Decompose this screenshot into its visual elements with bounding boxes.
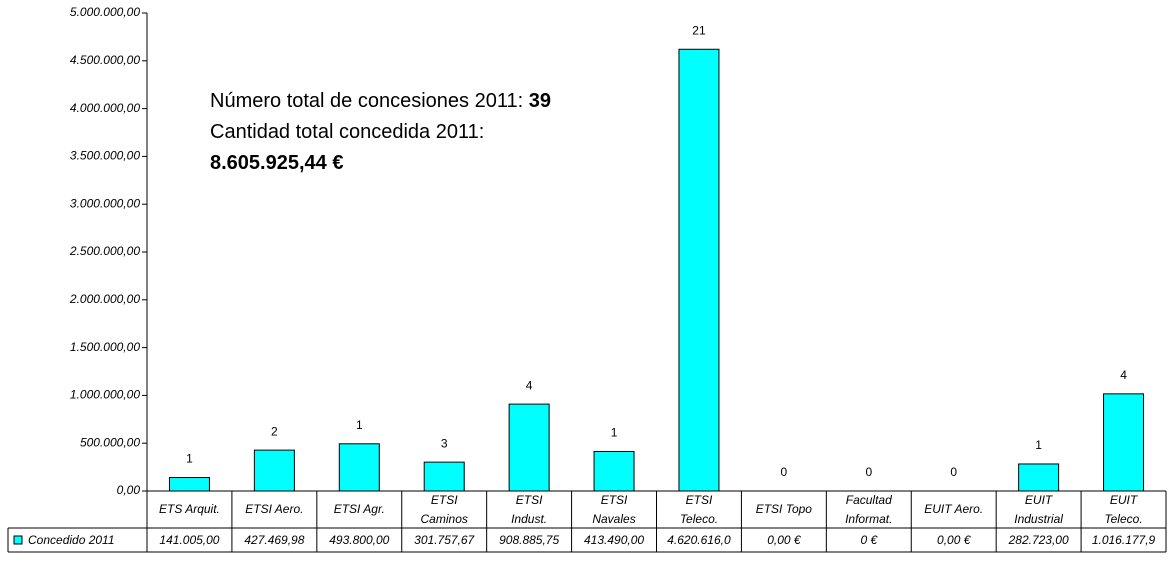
bar-label: 0 (781, 465, 788, 479)
x-tick-label: ETSI Aero. (245, 502, 304, 516)
annotation-total: 8.605.925,44 € (210, 152, 344, 174)
table-value: 141.005,00 (159, 533, 219, 547)
bar-label: 21 (692, 23, 706, 37)
annotation-text: Cantidad total concedida 2011: (210, 121, 485, 143)
bar-label: 1 (356, 418, 363, 432)
x-tick-label: EUIT Teleco. (1104, 492, 1143, 526)
x-tick-label: ETSI Indust. (511, 492, 548, 526)
x-tick-label: ETS Arquit. (158, 502, 220, 516)
table-value: 493.800,00 (329, 533, 389, 547)
bar-label: 3 (441, 436, 448, 450)
x-tick-label: ETSI Agr. (333, 502, 385, 516)
y-tick-label: 5.000.000,00 (70, 5, 140, 19)
bar-label: 0 (865, 465, 872, 479)
table-value: 282.723,00 (1008, 533, 1069, 547)
y-tick-label: 3.500.000,00 (70, 149, 140, 163)
x-tick-label: EUIT Industrial (1014, 492, 1063, 526)
y-tick-label: 4.500.000,00 (70, 53, 140, 67)
annotation: Número total de concesiones 2011: 39 Can… (210, 86, 551, 179)
bar-label: 2 (271, 424, 278, 438)
table-value: 301.757,67 (414, 533, 475, 547)
y-tick-label: 2.000.000,00 (69, 292, 140, 306)
bar (423, 461, 465, 492)
legend-swatch (13, 535, 23, 545)
bar (1018, 463, 1060, 492)
table-value: 0,00 € (767, 533, 802, 547)
table-value: 1.016.177,9 (1092, 533, 1156, 547)
bar (168, 477, 210, 492)
table-value: 413.490,00 (584, 533, 644, 547)
table-value: 0 € (860, 533, 878, 547)
y-tick-label: 2.500.000,00 (69, 244, 140, 258)
bar-label: 0 (950, 465, 957, 479)
bar (338, 443, 380, 492)
x-tick-label: ETSI Topo (755, 502, 812, 516)
table-value: 0,00 € (937, 533, 972, 547)
bar (593, 450, 635, 492)
x-tick-label: Facultad Informat. (845, 492, 893, 526)
bar-label: 1 (1035, 438, 1042, 452)
x-tick-label: ETSI Teleco. (679, 492, 719, 526)
x-tick-label: EUIT Aero. (924, 502, 984, 516)
bar (508, 403, 550, 492)
annotation-text: Número total de concesiones 2011: (210, 90, 529, 112)
x-tick-label: ETSI Navales (592, 492, 636, 526)
y-tick-label: 500.000,00 (80, 435, 140, 449)
table-value: 4.620.616,0 (667, 533, 731, 547)
table-value: 427.469,98 (244, 533, 304, 547)
bar-label: 1 (611, 426, 618, 440)
legend-label: Concedido 2011 (28, 533, 115, 547)
y-tick-label: 3.000.000,00 (70, 196, 140, 210)
bar (253, 449, 295, 492)
bar-label: 1 (186, 452, 193, 466)
bar (678, 48, 720, 492)
annotation-count: 39 (528, 90, 551, 112)
bar (1103, 393, 1145, 492)
bar-label: 4 (1120, 368, 1127, 382)
bar-label: 4 (526, 378, 533, 392)
x-tick-label: ETSI Caminos (420, 492, 468, 526)
y-tick-label: 4.000.000,00 (70, 101, 140, 115)
table-value: 908.885,75 (499, 533, 559, 547)
y-tick-label: 0,00 (117, 483, 141, 497)
y-tick-label: 1.000.000,00 (70, 388, 140, 402)
y-tick-label: 1.500.000,00 (70, 340, 140, 354)
